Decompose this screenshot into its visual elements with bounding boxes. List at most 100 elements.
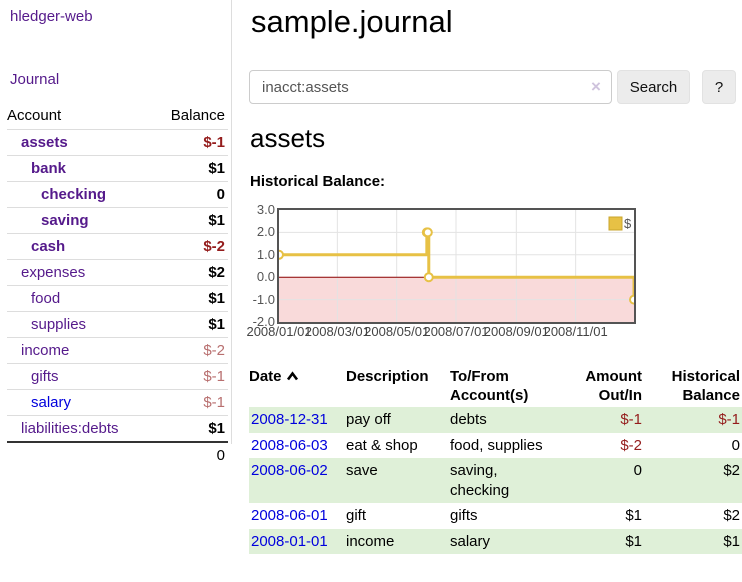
account-balance: 0: [216, 186, 225, 203]
account-balance: $-1: [203, 394, 225, 411]
account-balance: $1: [208, 420, 225, 437]
y-axis-tick-label: 1.0: [256, 246, 275, 262]
transaction-balance: $2: [723, 462, 740, 479]
transaction-description: eat & shop: [346, 436, 418, 454]
transaction-accounts: salary: [450, 532, 491, 550]
account-link-expenses[interactable]: expenses: [21, 264, 86, 281]
x-axis-tick-label: 2008/09/01: [483, 324, 549, 339]
transaction-description: gift: [346, 507, 367, 524]
account-row: cash $-2: [7, 233, 228, 259]
column-header-balance: Balance: [170, 107, 225, 124]
account-row: checking 0: [7, 181, 228, 207]
account-row: supplies $1: [7, 311, 228, 337]
search-input[interactable]: [249, 70, 612, 104]
transaction-date-link[interactable]: 2008-06-01: [251, 507, 328, 524]
account-row: income $-2: [7, 337, 228, 363]
transaction-amount: $-1: [620, 411, 642, 428]
y-axis-tick-label: -1.0: [252, 291, 275, 307]
app-brand-link[interactable]: hledger-web: [10, 8, 93, 25]
transaction-description: income: [346, 532, 395, 550]
accounts-tree: Account Balance assets $-1 bank $1 check…: [7, 105, 228, 468]
account-balance: $1: [208, 212, 225, 229]
transaction-accounts: debts: [450, 411, 487, 428]
main-content: sample.journal × Search ? assets Histori…: [246, 0, 742, 582]
account-link-saving[interactable]: saving: [41, 212, 89, 229]
account-link-checking[interactable]: checking: [41, 186, 107, 203]
transaction-balance: $1: [723, 532, 740, 550]
x-axis-tick-label: 2008/11/01: [543, 324, 608, 339]
account-balance: $2: [208, 264, 225, 281]
account-balance: $1: [208, 160, 225, 177]
account-link-gifts[interactable]: gifts: [31, 368, 59, 385]
account-link-income[interactable]: income: [21, 342, 70, 359]
transaction-date-link[interactable]: 2008-01-01: [251, 532, 328, 550]
account-row: bank $1: [7, 155, 228, 181]
account-link-food[interactable]: food: [31, 290, 61, 307]
historical-balance-chart: $ 3.0 2.0 1.0 0.0 -1.0 -2.0 2008/01/01 2008/03/…: [246, 200, 669, 342]
clear-search-icon[interactable]: ×: [591, 77, 601, 96]
register-header-row: Date Description To/From Account(s) Amou…: [249, 361, 742, 407]
account-heading: assets: [250, 123, 326, 153]
page-title: sample.journal: [251, 4, 453, 39]
account-link-assets[interactable]: assets: [21, 134, 68, 151]
accounts-total-value: 0: [216, 447, 225, 464]
column-header-date[interactable]: Date: [249, 361, 346, 407]
transaction-row: 2008-06-01 gift gifts $1 $2: [249, 503, 742, 529]
search-button[interactable]: Search: [617, 70, 690, 104]
transaction-row: 2008-12-31 pay off debts $-1 $-1: [249, 407, 742, 433]
transaction-accounts: saving, checking: [450, 462, 510, 499]
account-link-salary[interactable]: salary: [31, 394, 72, 411]
x-axis-tick-label: 2008/05/01: [364, 324, 430, 339]
transaction-amount: $1: [625, 507, 642, 524]
transaction-description: save: [346, 462, 378, 479]
x-axis-tick-label: 2008/03/01: [304, 324, 370, 339]
column-header-description: Description: [346, 368, 429, 385]
transaction-row: 2008-06-02 save saving, checking 0 $2: [249, 458, 742, 503]
chart-canvas: $: [279, 210, 634, 322]
y-axis-tick-label: 0.0: [256, 269, 275, 285]
transaction-accounts: food, supplies: [450, 436, 543, 454]
account-row: salary $-1: [7, 389, 228, 415]
accounts-total-row: 0: [7, 441, 228, 468]
column-header-balance: Historical Balance: [671, 368, 740, 404]
account-row: assets $-1: [7, 129, 228, 155]
register-table: Date Description To/From Account(s) Amou…: [249, 361, 742, 554]
sidebar-item-journal[interactable]: Journal: [10, 71, 60, 88]
account-balance: $-1: [203, 368, 225, 385]
account-row: expenses $2: [7, 259, 228, 285]
transaction-row: 2008-01-01 income salary $1 $1: [249, 528, 742, 554]
x-axis-tick-label: 2008/01/01: [246, 324, 312, 339]
x-axis-tick-label: 2008/07/01: [423, 324, 489, 339]
transaction-date-link[interactable]: 2008-06-03: [251, 436, 328, 454]
account-row: saving $1: [7, 207, 228, 233]
transaction-row: 2008-06-03 eat & shop food, supplies $-2…: [249, 433, 742, 459]
chart-plot-area: $: [277, 208, 636, 324]
transaction-accounts: gifts: [450, 507, 478, 524]
account-balance: $1: [208, 316, 225, 333]
y-axis-tick-label: 2.0: [256, 224, 275, 240]
account-link-bank[interactable]: bank: [31, 160, 67, 177]
transaction-date-link[interactable]: 2008-12-31: [251, 411, 328, 428]
account-link-cash[interactable]: cash: [31, 238, 66, 255]
account-row: food $1: [7, 285, 228, 311]
account-balance: $-1: [203, 134, 225, 151]
account-link-supplies[interactable]: supplies: [31, 316, 87, 333]
transaction-amount: $1: [625, 532, 642, 550]
account-balance: $1: [208, 290, 225, 307]
chart-heading: Historical Balance:: [250, 173, 386, 190]
sidebar: hledger-web Journal Account Balance asse…: [0, 0, 232, 464]
help-button[interactable]: ?: [702, 70, 736, 104]
account-balance: $-2: [203, 238, 225, 255]
transaction-description: pay off: [346, 411, 391, 428]
account-link-liabilities-debts[interactable]: liabilities:debts: [21, 420, 119, 437]
sort-ascending-icon: [286, 371, 298, 381]
accounts-tree-header: Account Balance: [7, 105, 228, 129]
account-row: gifts $-1: [7, 363, 228, 389]
y-axis-tick-label: -2.0: [252, 314, 275, 329]
transaction-date-link[interactable]: 2008-06-02: [251, 462, 328, 479]
column-header-amount: Amount Out/In: [585, 368, 642, 404]
transaction-amount: 0: [633, 462, 642, 479]
column-header-accounts: To/From Account(s): [450, 368, 529, 404]
transaction-balance: $2: [723, 507, 740, 524]
transaction-balance: $-1: [718, 411, 740, 428]
